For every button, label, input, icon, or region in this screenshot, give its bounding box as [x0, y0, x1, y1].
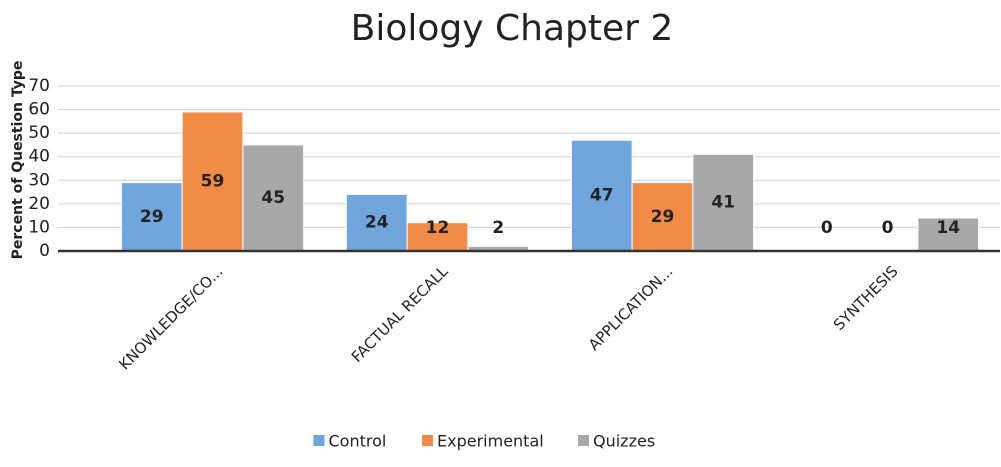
bar [120, 182, 183, 252]
data-label: 45 [261, 188, 285, 208]
y-tick-label: 70 [28, 76, 50, 96]
bar [692, 153, 755, 252]
bar [406, 222, 469, 252]
y-tick-label: 0 [39, 241, 50, 261]
data-label: 12 [426, 218, 450, 238]
legend-label: Quizzes [593, 432, 655, 451]
chart-title: Biology Chapter 2 [351, 8, 674, 49]
bar [181, 111, 244, 252]
bar [242, 144, 305, 252]
y-tick-label: 20 [28, 194, 50, 214]
y-axis-title: Percent of Question Type [10, 61, 26, 260]
legend-swatch [422, 435, 433, 446]
data-label: 0 [821, 218, 833, 238]
x-tick-label: KNOWLEDGE/CO... [115, 262, 226, 373]
data-label: 47 [590, 186, 614, 206]
x-tick-label: SYNTHESIS [830, 262, 902, 334]
y-tick-label: 10 [28, 217, 50, 237]
data-label: 2 [492, 218, 504, 238]
data-label: 59 [201, 171, 225, 191]
data-label: 29 [140, 207, 164, 227]
legend-swatch [578, 435, 589, 446]
bar [570, 139, 633, 252]
y-tick-label: 40 [28, 147, 50, 167]
legend-swatch [313, 435, 325, 446]
y-tick-label: 30 [28, 170, 50, 190]
legend-label: Experimental [437, 432, 544, 451]
data-label: 0 [882, 218, 894, 238]
y-tick-label: 50 [28, 123, 50, 143]
data-label: 41 [711, 193, 735, 213]
data-label: 14 [936, 218, 960, 238]
y-tick-label: 60 [28, 100, 50, 120]
data-label: 29 [651, 207, 675, 227]
bar [631, 182, 694, 252]
legend-label: Control [329, 432, 387, 451]
bar [917, 217, 980, 252]
data-label: 24 [365, 213, 389, 233]
x-tick-label: APPLICATION... [585, 262, 677, 354]
x-tick-label: FACTUAL RECALL [348, 262, 452, 366]
